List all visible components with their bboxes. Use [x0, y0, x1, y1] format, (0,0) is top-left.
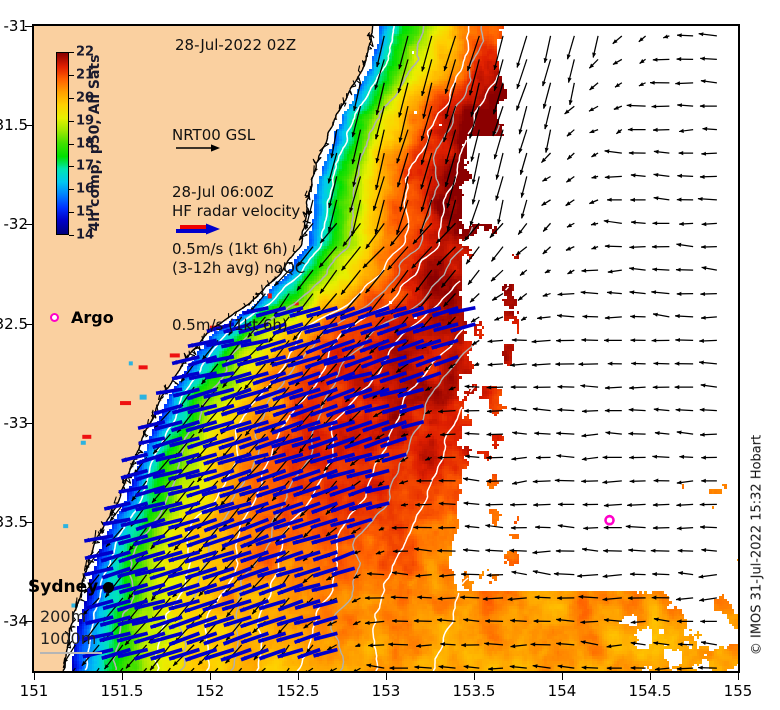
x-axis-tick [562, 673, 563, 680]
colorbar-tick [69, 143, 74, 145]
y-axis-tick [25, 621, 32, 623]
colorbar-tick-label: 20 [76, 90, 95, 106]
y-axis-label: -31.5 [0, 116, 28, 135]
y-axis-label: -34 [3, 612, 29, 631]
x-axis-tick [650, 673, 651, 680]
colorbar-tick-label: 15 [76, 204, 95, 220]
colorbar-tick-label: 19 [76, 113, 95, 129]
x-axis-label: 153.5 [452, 682, 496, 700]
hf-legend-line3: 0.5m/s (1kt 6h) [172, 316, 288, 334]
x-axis-label: 154.5 [628, 682, 672, 700]
colorbar-gradient [57, 53, 68, 234]
imos-credit-label: © IMOS 31-Jul-2022 15:32 Hobart [749, 434, 765, 656]
bathy-label-200m: 200m [40, 607, 87, 626]
argo-legend-label: Argo [71, 308, 114, 327]
sst-colorbar [56, 52, 69, 235]
x-axis-tick [738, 673, 739, 680]
x-axis-label: 155 [723, 682, 753, 700]
y-axis-label: -33.5 [0, 513, 28, 532]
y-axis-label: -32 [3, 215, 29, 234]
sst-raster-layer [34, 26, 738, 671]
bathy-legend-line-icon [40, 652, 102, 654]
x-axis-tick [122, 673, 123, 680]
gsl-legend-line2: 28-Jul 06:00Z [172, 183, 274, 201]
y-axis-label: -31 [3, 17, 29, 35]
y-axis-tick [25, 422, 32, 424]
x-axis-tick [210, 673, 211, 680]
colorbar-title: 4h comp, p50, All Sats [87, 54, 103, 232]
y-axis-tick [25, 125, 32, 127]
y-axis-tick [25, 26, 32, 27]
colorbar-tick [69, 189, 74, 191]
y-axis-tick [25, 224, 32, 226]
hf-legend-block: HF radar velocity (3-12h avg) noQC 0.5m/… [172, 164, 305, 373]
argo-marker-icon [50, 313, 59, 322]
colorbar-tick-label: 14 [76, 227, 95, 243]
colorbar-tick [69, 235, 74, 236]
y-axis-label: -33 [3, 413, 29, 432]
current-vectors-canvas [34, 26, 738, 671]
gsl-legend-arrow-icon [176, 144, 220, 152]
y-axis-tick [25, 323, 32, 325]
colorbar-tick [69, 166, 74, 168]
sydney-dot-icon [103, 581, 115, 593]
x-axis-label: 152.5 [276, 682, 320, 700]
hf-legend-line1: HF radar velocity [172, 202, 301, 220]
y-axis-label: -32.5 [0, 314, 28, 333]
gsl-legend-line1: NRT00 GSL [172, 126, 256, 144]
bathymetry-legend: 200m 1000m [40, 606, 96, 650]
colorbar-tick [69, 74, 74, 76]
gsl-legend-line3: 0.5m/s (1kt 6h) [172, 240, 288, 258]
hf-legend-line2: (3-12h avg) noQC [172, 259, 306, 277]
x-axis-label: 154 [547, 682, 577, 700]
colorbar-tick-label: 18 [76, 136, 95, 151]
colorbar-tick-label: 22 [76, 44, 95, 60]
colorbar-tick [69, 212, 74, 214]
x-axis-tick [34, 673, 35, 680]
y-axis-tick [25, 522, 32, 524]
argo-legend-row: Argo [50, 308, 114, 327]
hf-legend-arrow-icon [176, 223, 220, 235]
map-plot-area[interactable] [32, 24, 740, 673]
colorbar-tick [69, 120, 74, 122]
colorbar-tick [69, 97, 74, 99]
colorbar-tick-label: 21 [76, 67, 95, 83]
x-axis-tick [386, 673, 387, 680]
colorbar-tick-label: 17 [76, 158, 95, 174]
x-axis-label: 151 [19, 682, 49, 700]
timestamp-label: 28-Jul-2022 02Z [175, 36, 297, 54]
x-axis-label: 152 [195, 682, 225, 700]
x-axis-tick [298, 673, 299, 680]
x-axis-tick [474, 673, 475, 680]
colorbar-tick [69, 52, 74, 53]
x-axis-label: 153 [371, 682, 401, 700]
colorbar-tick-label: 16 [76, 181, 95, 197]
gsl-legend-block: NRT00 GSL 28-Jul 06:00Z 0.5m/s (1kt 6h) [172, 88, 288, 297]
sydney-place-marker: Sydney [28, 577, 115, 597]
x-axis-label: 151.5 [100, 682, 144, 700]
bathy-label-1000m: 1000m [40, 629, 97, 648]
sydney-label: Sydney [28, 577, 99, 597]
